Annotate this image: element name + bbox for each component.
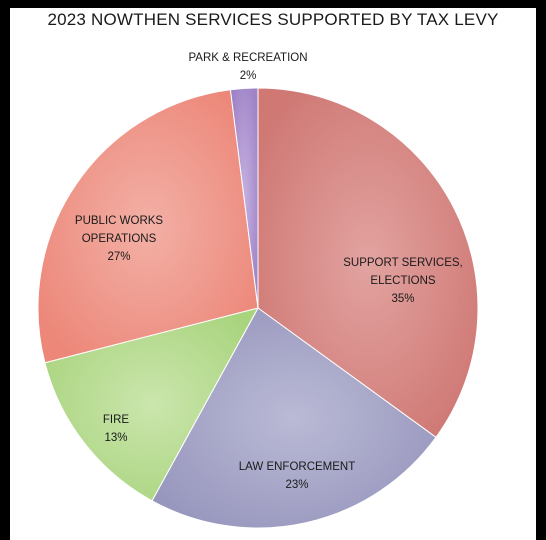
pie-slice <box>257 87 479 439</box>
pie-slice <box>151 307 437 529</box>
slice-percent-label: 13% <box>104 432 127 444</box>
slice-percent-label: 2% <box>240 70 257 82</box>
slice-category-label: LAW ENFORCEMENT <box>239 461 356 473</box>
slice-category-label: FIRE <box>103 414 130 426</box>
chart-title: 2023 NOWTHEN SERVICES SUPPORTED BY TAX L… <box>47 10 499 29</box>
slice-percent-label: 23% <box>285 479 308 491</box>
slice-percent-label: 27% <box>107 251 130 263</box>
pie-slice <box>37 89 259 364</box>
slice-category-label: PARK & RECREATION <box>188 52 307 64</box>
slice-category-label: OPERATIONS <box>82 233 157 245</box>
slice-category-label: ELECTIONS <box>370 275 436 287</box>
pie-slice <box>44 307 259 502</box>
slice-category-label: SUPPORT SERVICES, <box>343 257 463 269</box>
pie-slice <box>229 87 259 309</box>
slice-percent-label: 35% <box>391 293 414 305</box>
slice-category-label: PUBLIC WORKS <box>75 215 164 227</box>
